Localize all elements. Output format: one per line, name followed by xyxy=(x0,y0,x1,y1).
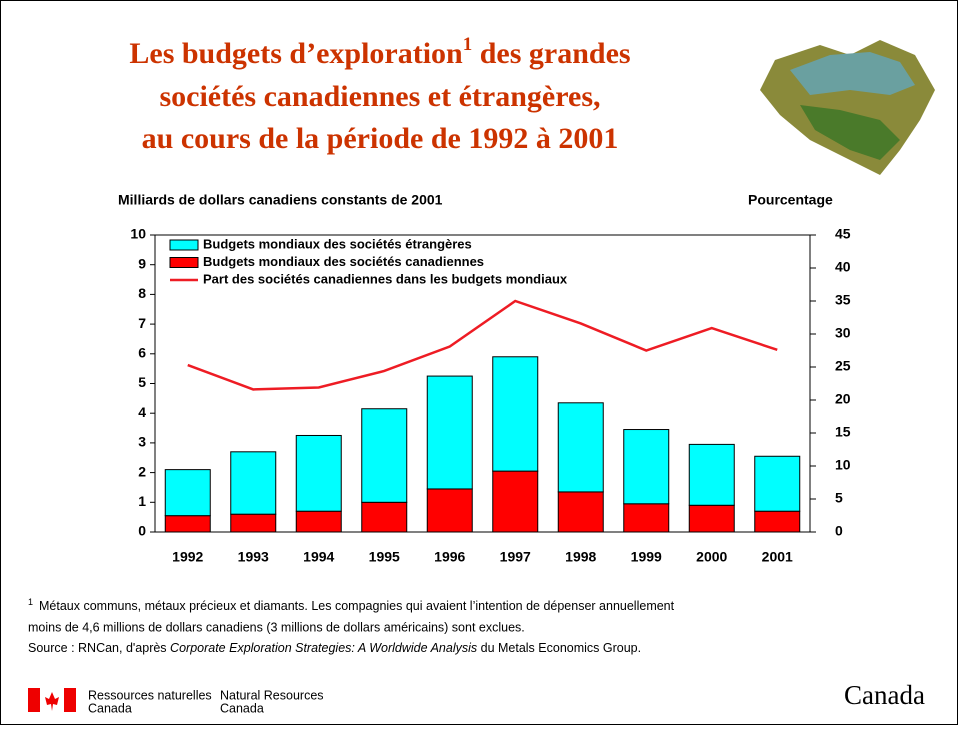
bar xyxy=(362,409,407,503)
x-tick-label: 1996 xyxy=(434,549,465,565)
x-tick-label: 1997 xyxy=(500,549,531,565)
title-line: au cours de la période de 1992 à 2001 xyxy=(142,122,619,155)
y-tick-label: 5 xyxy=(138,374,146,390)
bar xyxy=(296,435,341,511)
x-tick-label: 1998 xyxy=(565,549,596,565)
y2-tick-label: 45 xyxy=(835,226,851,242)
bar xyxy=(296,511,341,532)
y-tick-label: 6 xyxy=(138,345,146,361)
y-tick-label: 10 xyxy=(130,226,146,242)
x-tick-label: 1993 xyxy=(238,549,269,565)
y2-tick-label: 15 xyxy=(835,424,851,440)
source-text: du Metals Economics Group. xyxy=(477,641,641,655)
x-tick-label: 1999 xyxy=(631,549,662,565)
bar xyxy=(755,456,800,511)
footer-text: Natural Resources xyxy=(220,688,324,702)
source-line: Source : RNCan, d'après Corporate Explor… xyxy=(28,641,641,655)
footnote-text: Métaux communs, métaux précieux et diama… xyxy=(39,599,675,613)
bar xyxy=(493,471,538,532)
wordmark: Canada xyxy=(844,680,925,710)
y-tick-label: 7 xyxy=(138,315,146,331)
bar xyxy=(624,430,669,504)
x-tick-label: 1995 xyxy=(369,549,400,565)
x-tick-label: 1994 xyxy=(303,549,334,565)
y2-tick-label: 35 xyxy=(835,292,851,308)
footnote-line: moins de 4,6 millions de dollars canadie… xyxy=(28,620,525,634)
bar xyxy=(558,403,603,492)
x-tick-label: 2000 xyxy=(696,549,727,565)
title-part: des grandes xyxy=(472,37,630,70)
y2-tick-label: 25 xyxy=(835,358,851,374)
title-line: sociétés canadiennes et étrangères, xyxy=(159,80,600,113)
legend-label: Budgets mondiaux des sociétés canadienne… xyxy=(203,254,484,269)
footer-text: Canada xyxy=(220,701,264,715)
bar xyxy=(427,489,472,532)
y-tick-label: 3 xyxy=(138,434,146,450)
title-note: 1 xyxy=(463,34,473,55)
bar xyxy=(165,470,210,516)
bar xyxy=(558,492,603,532)
footnote-marker: 1 xyxy=(28,597,33,607)
bar xyxy=(755,511,800,532)
y-tick-label: 9 xyxy=(138,255,146,271)
slide: Les budgets d’exploration1 des grandes s… xyxy=(0,0,958,725)
bar xyxy=(165,516,210,532)
footer-text: Canada xyxy=(88,701,132,715)
y-tick-label: 4 xyxy=(138,404,146,420)
source-text: Source : RNCan, d'après xyxy=(28,641,170,655)
legend-label: Budgets mondiaux des sociétés étrangères xyxy=(203,236,472,251)
bar xyxy=(624,504,669,532)
y2-tick-label: 40 xyxy=(835,259,851,275)
legend-swatch xyxy=(170,240,198,250)
y2-tick-label: 10 xyxy=(835,457,851,473)
legend-label: Part des sociétés canadiennes dans les b… xyxy=(203,271,568,286)
x-tick-label: 2001 xyxy=(762,549,793,565)
y2-tick-label: 30 xyxy=(835,325,851,341)
y-tick-label: 0 xyxy=(138,523,146,539)
footnote-line: 1 Métaux communs, métaux précieux et diam… xyxy=(28,597,675,613)
bar xyxy=(231,514,276,532)
bar xyxy=(231,452,276,514)
x-tick-label: 1992 xyxy=(172,549,203,565)
y-tick-label: 8 xyxy=(138,285,146,301)
title-part: Les budgets d’exploration xyxy=(129,37,463,70)
legend-swatch xyxy=(170,258,198,268)
bar xyxy=(427,376,472,489)
bar xyxy=(493,357,538,471)
y-tick-label: 1 xyxy=(138,493,146,509)
y2-tick-label: 20 xyxy=(835,391,851,407)
bar xyxy=(689,444,734,505)
y-tick-label: 2 xyxy=(138,463,146,479)
y2-tick-label: 5 xyxy=(835,490,843,506)
bar xyxy=(362,502,407,532)
bar xyxy=(689,505,734,532)
y2-tick-label: 0 xyxy=(835,523,843,539)
y-axis-title: Milliards de dollars canadiens constants… xyxy=(118,192,443,208)
footer-text: Ressources naturelles xyxy=(88,688,212,702)
source-title: Corporate Exploration Strategies: A Worl… xyxy=(170,641,477,655)
title-line: Les budgets d’exploration1 des grandes xyxy=(129,34,630,70)
y2-axis-title: Pourcentage xyxy=(748,192,833,208)
